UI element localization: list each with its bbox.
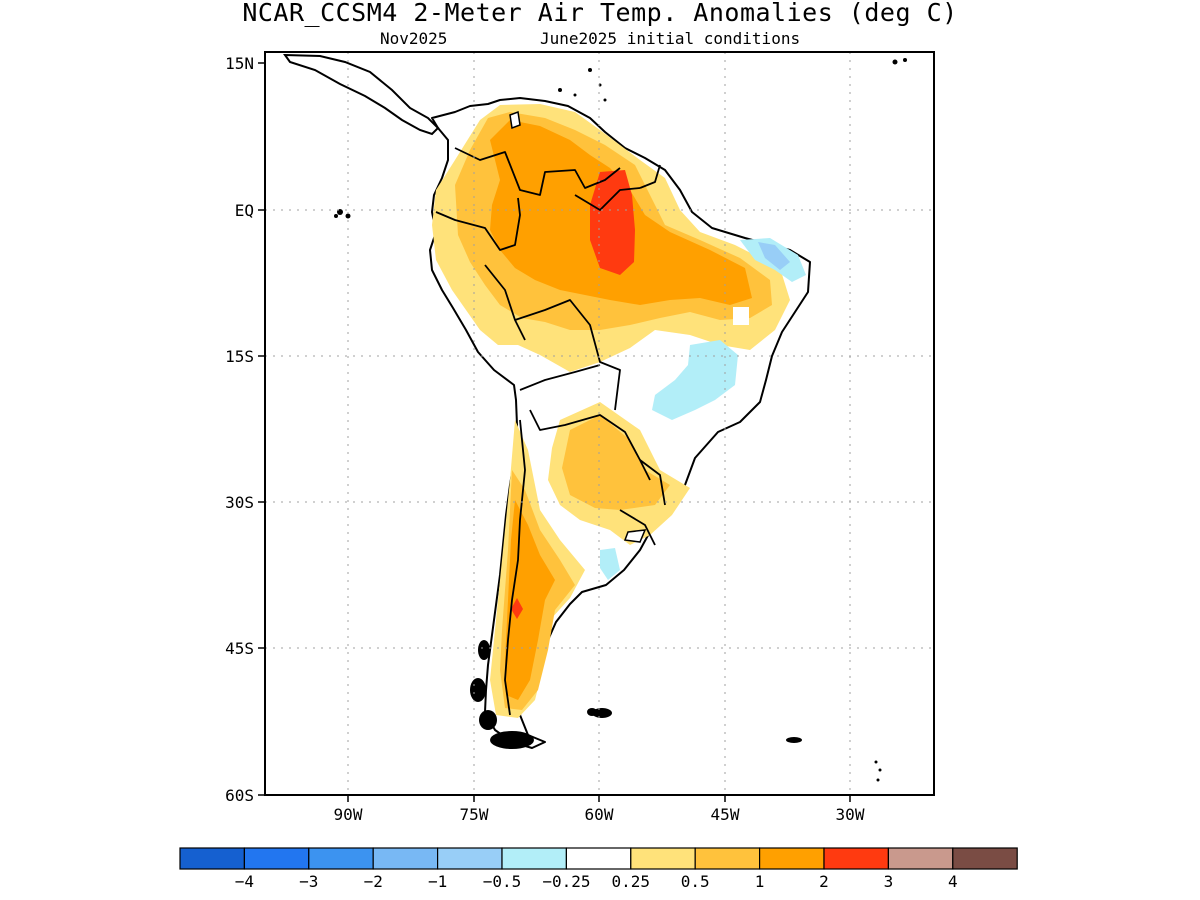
lake-maracaibo [509, 110, 521, 130]
lon-label: 30W [836, 805, 865, 824]
rio-de-la-plata [623, 529, 647, 543]
cool-anomaly-brazil [652, 340, 738, 420]
legend-label: 2 [819, 872, 829, 891]
map-area [265, 52, 934, 795]
central-america [283, 53, 440, 136]
legend-swatch [437, 847, 503, 870]
caribbean-islands [558, 58, 907, 102]
legend-label: −3 [299, 872, 318, 891]
legend-swatch [887, 847, 954, 870]
legend-label: −2 [364, 872, 383, 891]
tick-marks [258, 62, 851, 802]
legend-label: −1 [428, 872, 447, 891]
lat-label: 30S [225, 493, 254, 512]
warm-anomaly-medium-south [562, 415, 670, 510]
lat-label: 60S [225, 786, 254, 805]
warm-anomaly-strong-andes [505, 500, 555, 700]
lon-label: 45W [711, 805, 740, 824]
lat-label: 45S [225, 639, 254, 658]
lon-label: 75W [460, 805, 489, 824]
legend-label: −0.25 [542, 872, 590, 891]
country-borders [435, 147, 666, 716]
legend-swatch [823, 847, 890, 870]
legend-swatch [243, 847, 310, 870]
cool-anomaly-northeast-core [758, 242, 790, 270]
legend-swatch [308, 847, 374, 870]
south-georgia [786, 737, 802, 743]
legend-swatch [630, 847, 696, 870]
initial-conditions: June2025 initial conditions [540, 29, 801, 48]
legend-label: −0.5 [483, 872, 522, 891]
missing-data-cell [733, 307, 749, 325]
legend-swatch [952, 847, 1018, 870]
lat-label: 15S [225, 347, 254, 366]
legend-swatch [694, 847, 761, 870]
warm-anomaly-very-strong [590, 170, 635, 275]
color-legend: −4 −3 −2 −1 −0.5 −0.25 0.25 0.5 1 2 3 4 [179, 847, 1018, 891]
forecast-month: Nov2025 [380, 29, 448, 48]
legend-label: 4 [948, 872, 958, 891]
legend-label: 1 [755, 872, 765, 891]
legend-label: 0.5 [681, 872, 710, 891]
lat-label: EQ [235, 201, 254, 220]
cool-anomaly-uruguay [600, 548, 620, 580]
lon-label: 60W [585, 805, 614, 824]
map-title: NCAR_CCSM4 2-Meter Air Temp. Anomalies (… [242, 0, 958, 27]
legend-swatch [565, 847, 632, 870]
legend-swatch [372, 847, 439, 870]
legend-swatch [758, 847, 825, 870]
lat-label: 15N [225, 54, 254, 73]
legend-label: −4 [235, 872, 254, 891]
legend-label: 0.25 [612, 872, 651, 891]
legend-label: 3 [884, 872, 894, 891]
warm-anomaly-patch [511, 598, 523, 619]
sandwich-islands [874, 760, 882, 782]
legend-swatch [179, 847, 246, 870]
falkland-islands [587, 708, 612, 718]
galapagos-islands [334, 209, 351, 219]
lon-label: 90W [334, 805, 363, 824]
legend-swatch [501, 847, 568, 870]
